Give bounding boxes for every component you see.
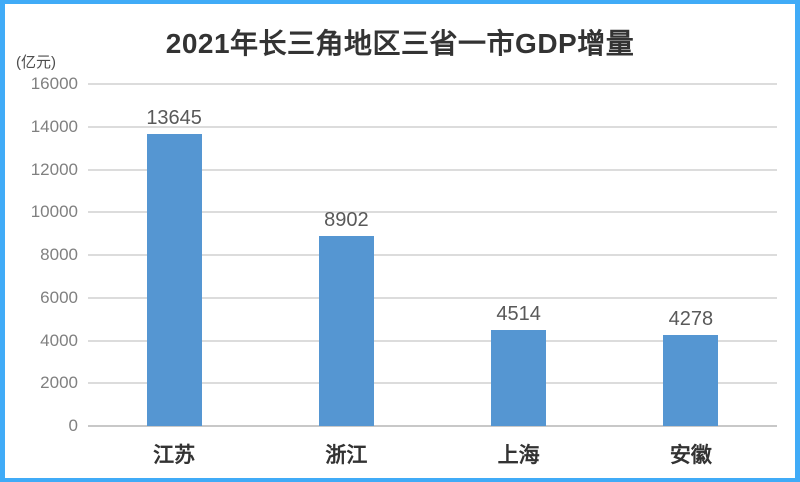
gridline — [88, 339, 777, 342]
gridline — [88, 254, 777, 256]
y-tick-label: 8000 — [40, 245, 78, 264]
bar-浙江 — [318, 235, 374, 426]
gridline — [88, 83, 777, 85]
bar-value-label: 4278 — [668, 307, 714, 330]
bar-value-label: 8902 — [324, 208, 369, 231]
gridline — [88, 296, 777, 299]
gridline — [88, 125, 777, 128]
y-tick-label: 2000 — [40, 373, 78, 393]
category-label: 上海 — [497, 444, 540, 467]
category-label: 安徽 — [669, 444, 712, 467]
gridline — [88, 168, 777, 171]
y-tick-label: 14000 — [30, 116, 78, 136]
bar-上海 — [491, 329, 547, 426]
plot-area: 0 2000 4000 6000 8000 10000 12000 14000 16000 136… — [31, 74, 777, 467]
y-tick-label: 0 — [68, 416, 78, 435]
category-label: 江苏 — [153, 444, 196, 467]
bar-江苏 — [146, 134, 202, 426]
gridline — [88, 211, 777, 214]
y-axis-unit-label: (亿元) — [16, 54, 56, 71]
x-axis-line — [88, 425, 777, 427]
y-tick-label: 10000 — [30, 202, 78, 222]
y-tick-label: 4000 — [40, 330, 78, 350]
bar-安徽 — [663, 334, 719, 426]
chart-title: 2021年长三角地区三省一市GDP增量 — [165, 28, 635, 59]
y-tick-label: 16000 — [30, 74, 78, 93]
category-label: 浙江 — [325, 444, 368, 467]
bar-value-label: 13645 — [146, 107, 202, 130]
y-tick-label: 12000 — [30, 159, 78, 179]
y-tick-label: 6000 — [40, 287, 78, 307]
bar-value-label: 4514 — [496, 302, 541, 325]
gridline — [88, 382, 777, 385]
